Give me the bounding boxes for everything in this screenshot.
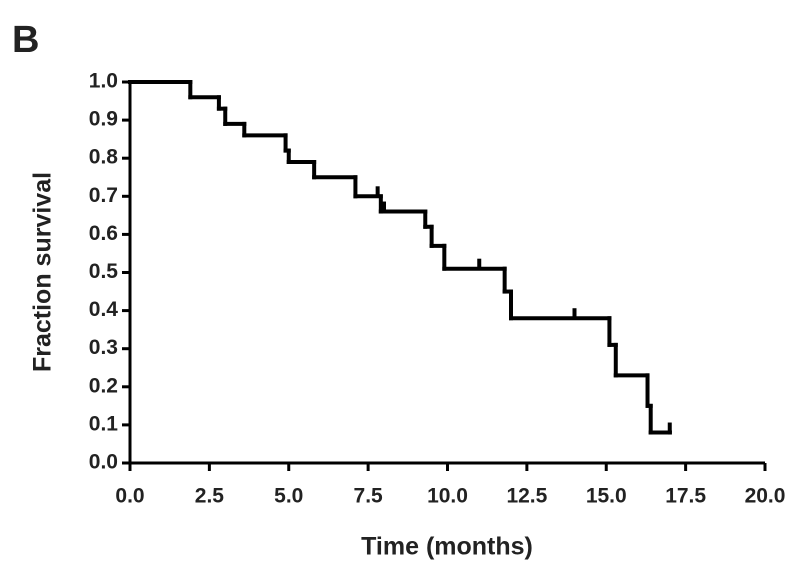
x-tick-label: 12.5	[506, 485, 547, 508]
y-tick-label: 0.9	[89, 108, 118, 131]
y-tick-label: 0.4	[89, 298, 119, 321]
y-tick-label: 0.1	[89, 412, 119, 435]
y-tick-label: 0.6	[89, 222, 118, 245]
y-tick-label: 0.0	[89, 451, 118, 474]
y-tick-label: 0.5	[89, 260, 119, 283]
x-axis-title: Time (months)	[361, 533, 533, 561]
x-tick-label: 20.0	[745, 485, 786, 508]
x-tick-label: 17.5	[665, 485, 706, 508]
x-tick-label: 15.0	[586, 485, 627, 508]
x-tick-label: 7.5	[354, 485, 384, 508]
x-tick-label: 2.5	[195, 485, 225, 508]
y-tick-label: 0.8	[89, 146, 119, 169]
x-tick-label: 5.0	[274, 485, 303, 508]
x-tick-label: 10.0	[427, 485, 468, 508]
x-tick-label: 0.0	[115, 485, 144, 508]
y-tick-label: 1.0	[89, 70, 118, 93]
y-tick-label: 0.7	[89, 184, 118, 207]
y-axis-title: Fraction survival	[29, 172, 57, 372]
y-tick-label: 0.2	[89, 374, 118, 397]
y-tick-label: 0.3	[89, 336, 118, 359]
panel-label: B	[12, 19, 39, 61]
